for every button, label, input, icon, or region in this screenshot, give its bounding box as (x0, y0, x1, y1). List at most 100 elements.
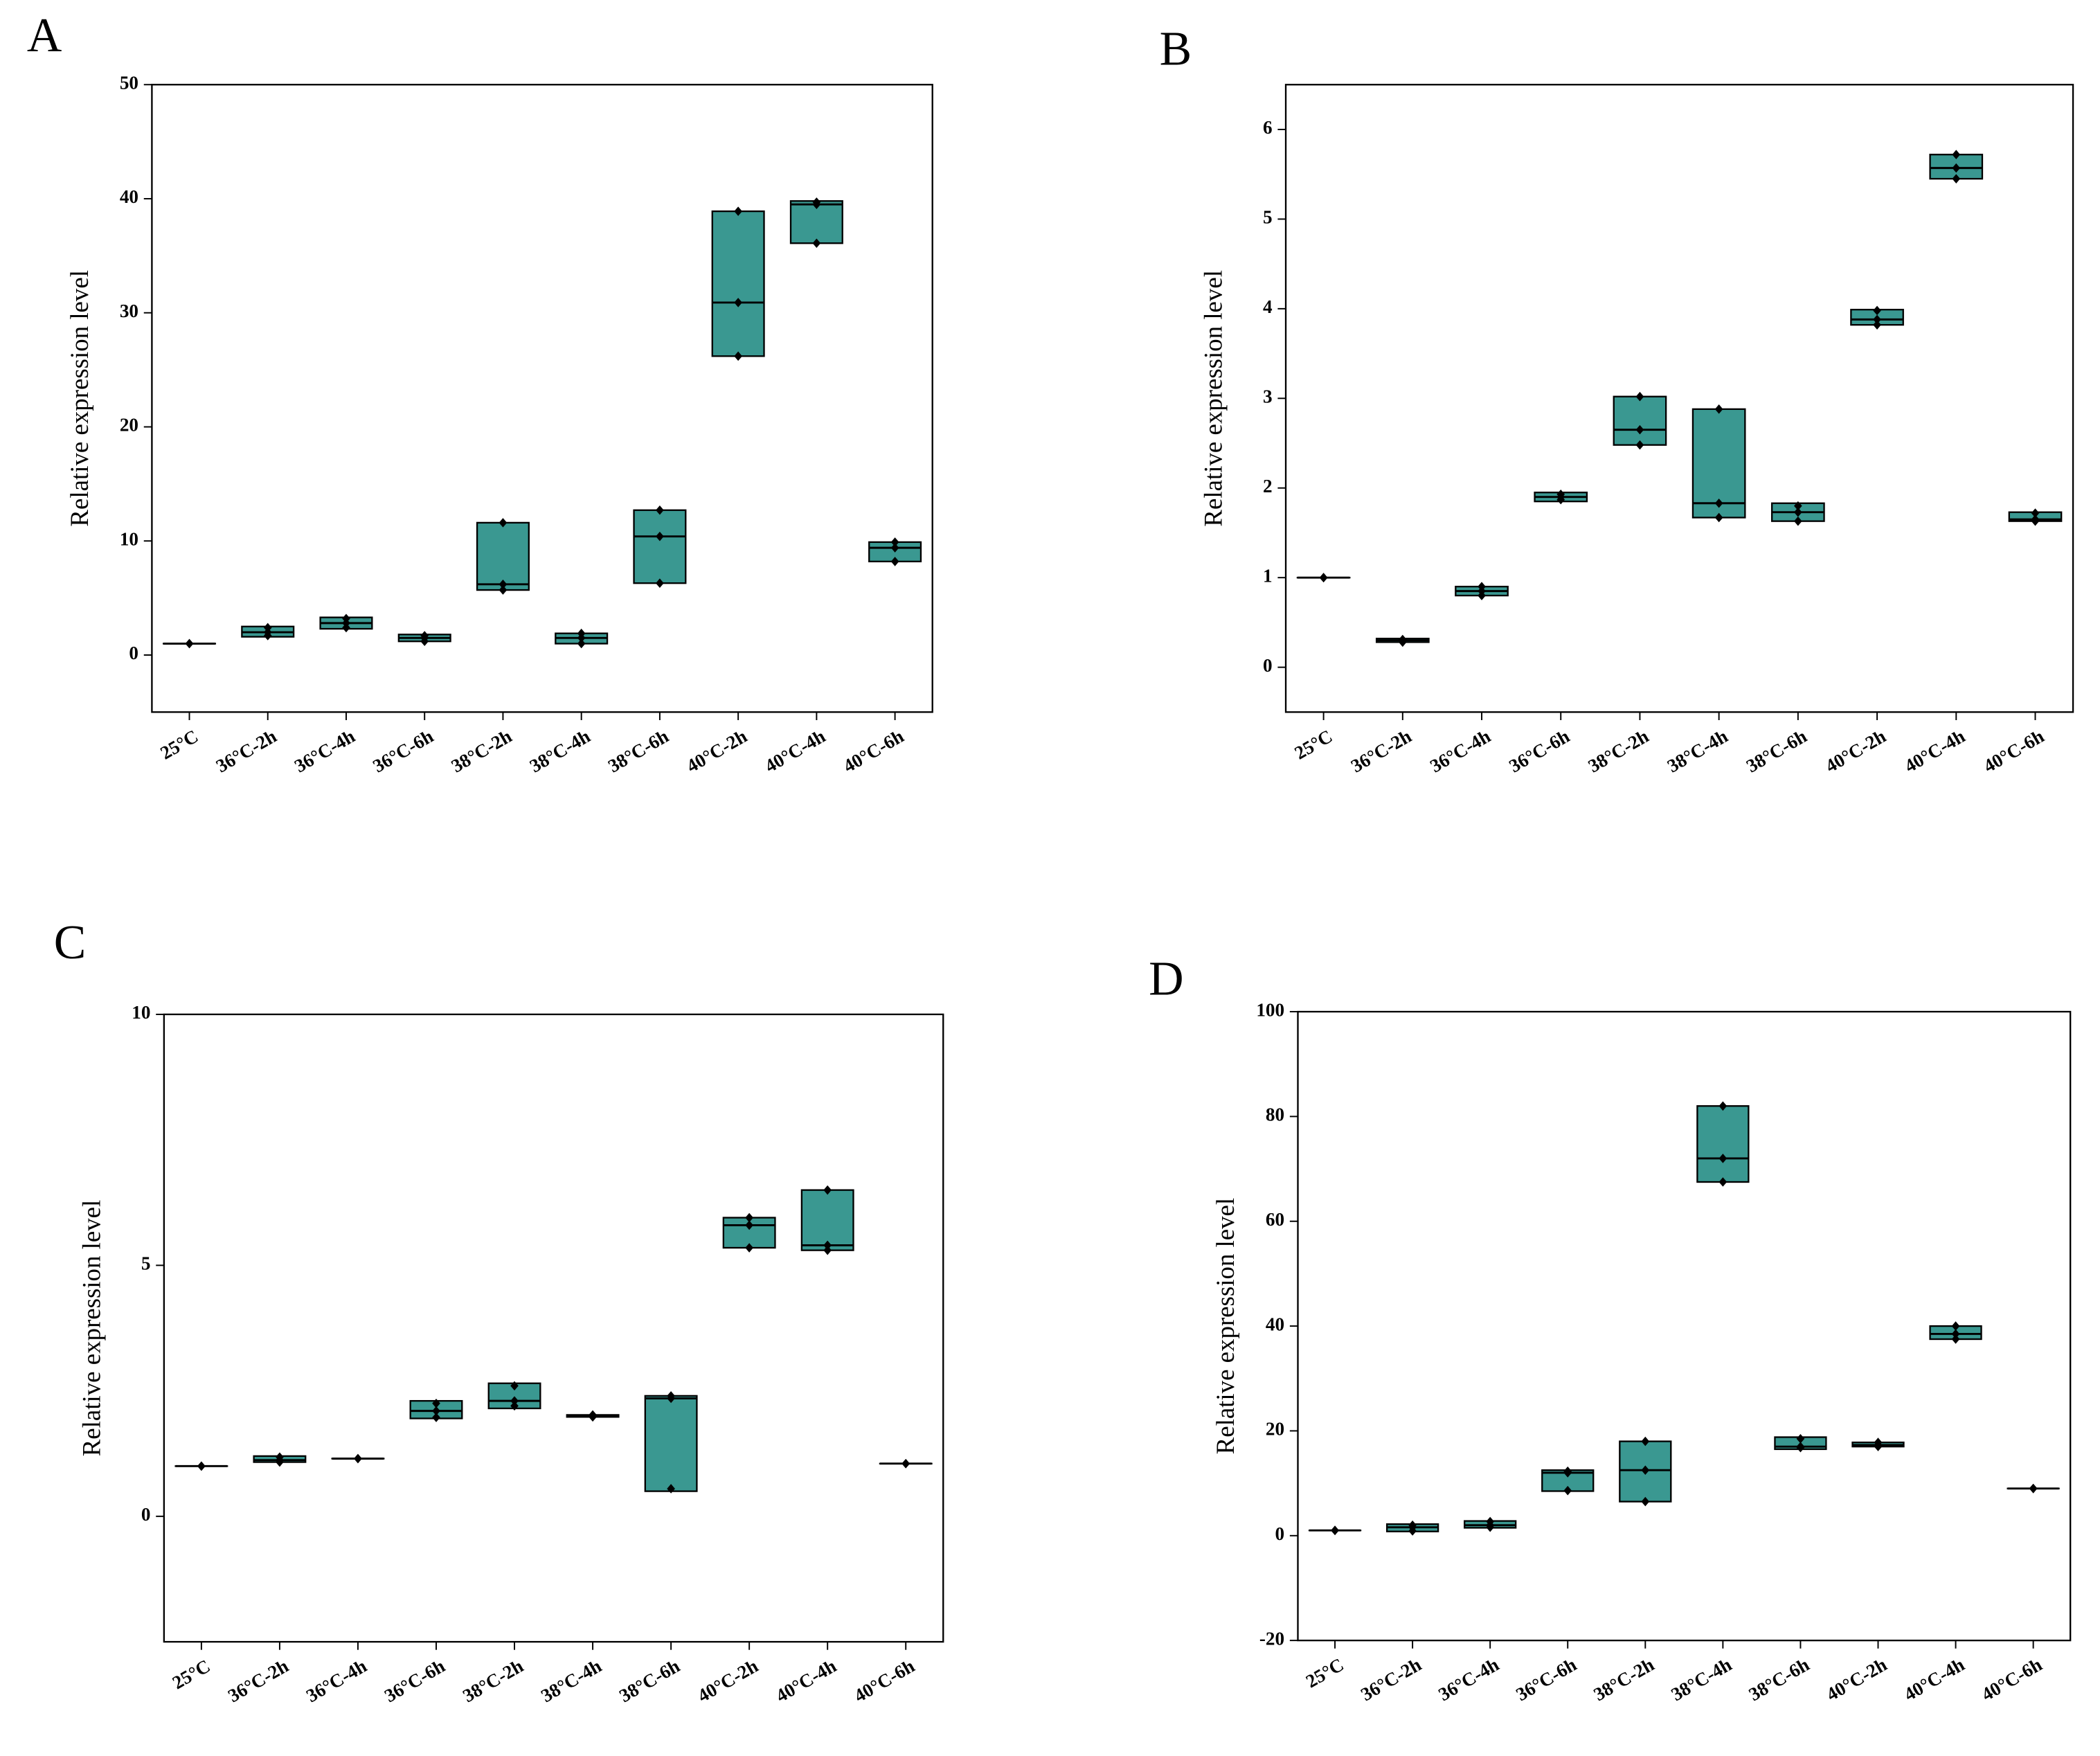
data-point (342, 618, 350, 628)
data-point (667, 1393, 675, 1404)
data-point (1794, 507, 1802, 517)
y-tick-label: 6 (1263, 117, 1273, 138)
x-tick-label: 38°C-6h (604, 726, 672, 777)
data-point (1952, 174, 1961, 183)
data-point (589, 1411, 597, 1421)
data-point (1556, 492, 1565, 502)
x-tick-label: 40°C-4h (772, 1656, 840, 1707)
data-point (197, 1461, 206, 1471)
y-tick-label: 5 (141, 1253, 151, 1274)
x-tick-label: 25°C (1291, 726, 1336, 764)
chart-panel: A Relative expression level 0 10 20 30 40 50 25°… (27, 9, 933, 777)
y-tick-label: 1 (1263, 565, 1273, 586)
x-tick-label: 36°C-4h (1426, 726, 1494, 777)
x-tick-label: 38°C-4h (1668, 1654, 1736, 1705)
x-tick-label: 38°C-2h (448, 726, 516, 777)
y-tick-label: 20 (1266, 1419, 1284, 1440)
data-point (1794, 516, 1802, 526)
data-point (734, 351, 742, 361)
data-point (499, 518, 508, 528)
x-tick-label: 40°C-2h (1822, 726, 1890, 777)
data-point (1486, 1520, 1494, 1530)
plot-frame (163, 1013, 944, 1643)
data-point (263, 627, 272, 637)
data-point (823, 1245, 832, 1255)
y-tick-label: 20 (120, 415, 138, 436)
data-point (432, 1406, 440, 1416)
x-tick-label: 38°C-6h (1745, 1654, 1813, 1705)
data-point (812, 199, 821, 210)
x-tick-label: 38°C-2h (459, 1656, 527, 1707)
x-tick-label: 36°C-4h (303, 1656, 370, 1707)
data-point (890, 557, 899, 566)
data-point (745, 1243, 753, 1253)
x-tick-label: 36°C-2h (213, 726, 280, 777)
y-axis-label: Relative expression level (77, 1200, 105, 1457)
x-tick-label: 40°C-6h (840, 726, 908, 777)
data-point (510, 1396, 519, 1406)
x-tick-label: 38°C-4h (537, 1656, 605, 1707)
y-tick-label: 100 (1256, 999, 1284, 1020)
chart-panel: C Relative expression level 0 5 10 25°C 36°C-2… (54, 916, 944, 1706)
chart-panel: D Relative expression level -20 0 20 40 60 80 10… (1149, 952, 2072, 1705)
data-point (432, 1413, 440, 1422)
data-point (1319, 573, 1328, 582)
x-tick-label: 40°C-2h (694, 1656, 762, 1707)
y-tick-label: 40 (120, 186, 138, 207)
y-tick-label: 10 (132, 1002, 150, 1023)
x-tick-label: 25°C (169, 1656, 214, 1694)
y-tick-label: 0 (1263, 655, 1273, 676)
y-tick-label: 40 (1266, 1314, 1284, 1334)
x-tick-label: 40°C-4h (762, 726, 829, 777)
data-point (499, 585, 508, 595)
y-tick-label: 80 (1266, 1104, 1284, 1125)
x-tick-label: 36°C-2h (224, 1656, 292, 1707)
x-tick-label: 40°C-2h (1823, 1654, 1891, 1705)
data-point (890, 543, 899, 553)
x-tick-label: 38°C-6h (1743, 726, 1811, 777)
panel-label: A (27, 9, 62, 62)
y-tick-label: 30 (120, 301, 138, 321)
data-point (734, 298, 742, 307)
box (711, 210, 765, 357)
box (1696, 1105, 1750, 1183)
x-tick-label: 38°C-2h (1585, 726, 1653, 777)
data-point (510, 1381, 519, 1391)
y-tick-label: 0 (129, 643, 138, 663)
data-point (1478, 586, 1486, 596)
x-tick-label: 36°C-6h (381, 1656, 449, 1707)
data-point (499, 580, 508, 589)
x-tick-label: 38°C-4h (1664, 726, 1732, 777)
x-tick-label: 25°C (1302, 1654, 1347, 1692)
y-axis-label: Relative expression level (1199, 270, 1228, 527)
data-point (667, 1484, 675, 1494)
data-point (510, 1401, 519, 1411)
y-tick-label: 3 (1263, 386, 1273, 407)
y-tick-label: 0 (141, 1504, 151, 1525)
data-point (577, 633, 586, 643)
data-point (745, 1220, 753, 1230)
y-tick-label: -20 (1259, 1628, 1284, 1649)
y-tick-label: 5 (1263, 207, 1273, 228)
y-axis-label: Relative expression level (65, 270, 93, 527)
data-point (185, 638, 194, 649)
x-tick-label: 25°C (156, 726, 201, 764)
panel-label: C (54, 916, 87, 969)
x-tick-label: 38°C-4h (526, 726, 594, 777)
y-tick-label: 60 (1266, 1209, 1284, 1230)
x-tick-label: 36°C-2h (1357, 1654, 1425, 1705)
data-point (1718, 1154, 1727, 1163)
x-tick-label: 36°C-2h (1347, 726, 1415, 777)
panel-label: D (1149, 952, 1183, 1005)
chart-panel: B Relative expression level 0 1 2 3 4 5 6 25°C 36°… (1160, 23, 2074, 777)
data-point (1641, 1496, 1650, 1507)
x-tick-label: 40°C-6h (1978, 1654, 2046, 1705)
data-point (1563, 1485, 1572, 1496)
x-tick-label: 38°C-2h (1590, 1654, 1658, 1705)
data-point (2029, 1483, 2038, 1494)
data-point (1641, 1465, 1650, 1475)
data-point (890, 537, 899, 547)
x-tick-label: 36°C-6h (1512, 1654, 1580, 1705)
